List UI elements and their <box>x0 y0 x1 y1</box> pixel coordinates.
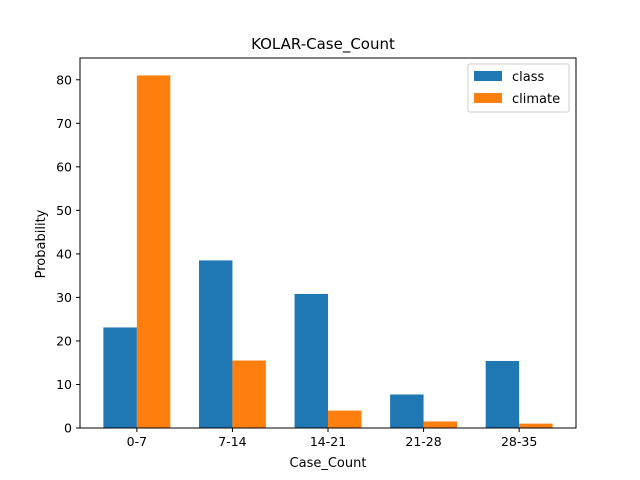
bars-layer <box>103 75 553 428</box>
x-tick-label: 0-7 <box>127 434 147 449</box>
y-tick-label: 60 <box>56 159 72 174</box>
legend-label-climate: climate <box>512 92 560 107</box>
bar-class-0-7 <box>103 327 137 428</box>
y-tick-label: 70 <box>56 116 72 131</box>
bar-climate-28-35 <box>519 423 553 428</box>
y-axis-title: Probability <box>34 209 49 278</box>
legend-swatch-class <box>474 71 502 81</box>
legend-label-class: class <box>512 70 544 85</box>
legend-swatch-climate <box>474 93 502 103</box>
x-tick-label: 14-21 <box>310 434 346 449</box>
y-tick-label: 10 <box>56 377 72 392</box>
bar-climate-14-21 <box>328 410 362 428</box>
y-tick-label: 40 <box>56 246 72 261</box>
x-axis-title: Case_Count <box>290 456 367 471</box>
y-tick-label: 80 <box>56 72 72 87</box>
bar-climate-21-28 <box>423 421 458 428</box>
y-tick-label: 50 <box>56 203 72 218</box>
bar-class-14-21 <box>294 293 328 428</box>
x-tick-label: 28-35 <box>501 434 537 449</box>
legend: class climate <box>467 63 570 113</box>
y-tick-label: 20 <box>56 333 72 348</box>
bar-class-28-35 <box>485 360 520 428</box>
bar-climate-0-7 <box>136 75 171 428</box>
bar-class-7-14 <box>198 260 233 428</box>
y-tick-label: 0 <box>64 421 72 436</box>
y-tick-label: 30 <box>56 290 72 305</box>
plot-frame <box>79 57 577 429</box>
x-tick-label: 7-14 <box>218 434 246 449</box>
ticks-layer: 0 10 20 30 40 50 60 70 80 0-7 7-14 14-21 21-28 28-35 <box>56 72 537 449</box>
x-tick-label: 21-28 <box>405 434 441 449</box>
chart-title: KOLAR-Case_Count <box>251 35 395 54</box>
bar-climate-7-14 <box>232 360 266 428</box>
bar-class-21-28 <box>390 394 424 428</box>
